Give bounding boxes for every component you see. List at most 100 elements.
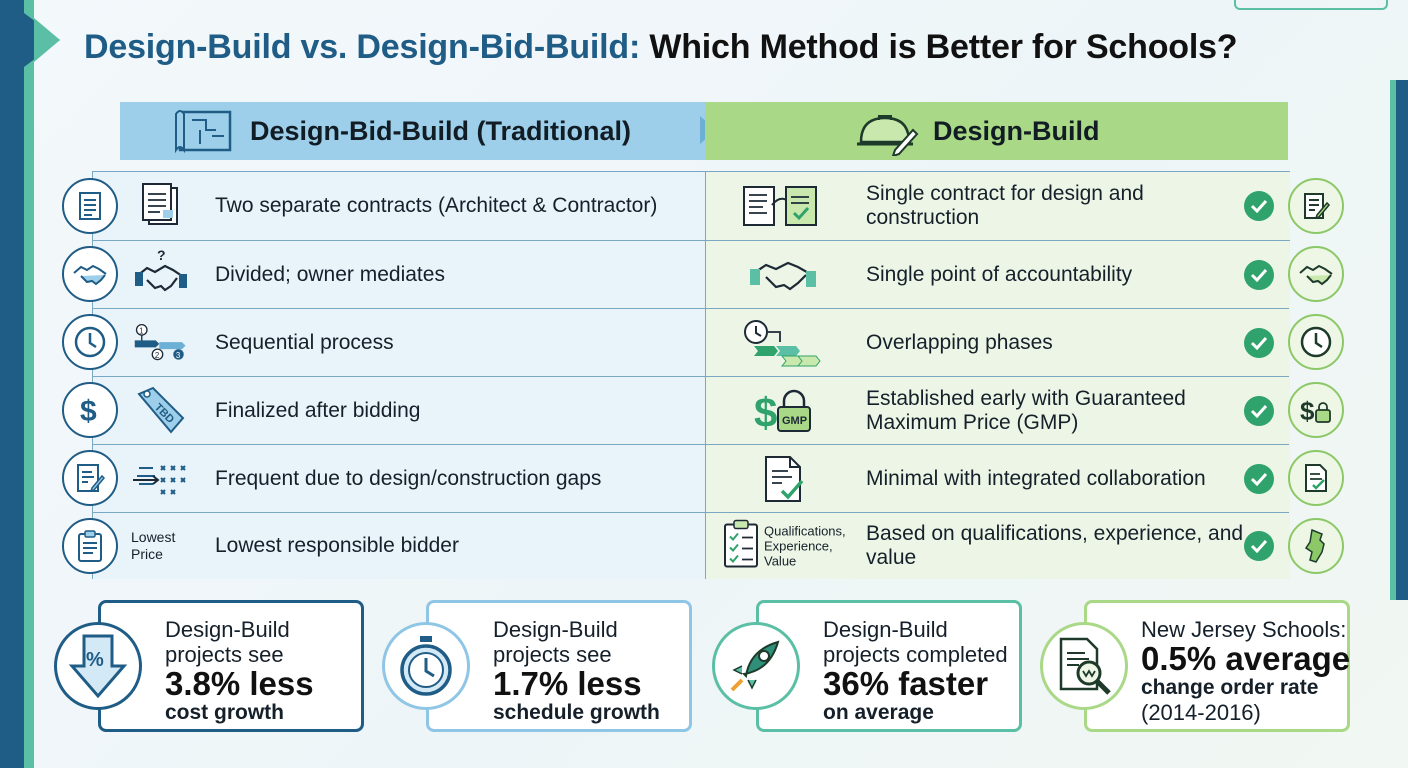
handshake-question-icon: ?	[133, 250, 189, 300]
stat-line-1: Design-Build	[493, 617, 618, 642]
check-icon	[1244, 464, 1274, 494]
check-icon	[1244, 260, 1274, 290]
right-text: Based on qualifications, experience, and…	[866, 522, 1244, 569]
table-row: 1 2 3 Sequential process Overlapping phase…	[93, 308, 1290, 377]
left-text: Finalized after bidding	[215, 399, 421, 422]
blueprint-icon	[172, 106, 236, 156]
table-row: Lowest Price Lowest responsible bidder Q…	[93, 512, 1290, 579]
right-cell: Minimal with integrated collaboration	[705, 445, 1290, 513]
clipboard-icon	[62, 518, 118, 574]
sequential-steps-icon: 1 2 3	[133, 318, 189, 368]
left-cell: TBD Finalized after bidding	[93, 377, 705, 445]
handshake-icon	[740, 249, 826, 301]
chevron-decoration-teal	[34, 18, 60, 62]
column-header-design-build: Design-Build	[705, 102, 1288, 160]
stat-line-3: change order rate	[1141, 676, 1319, 699]
qualifications-line-1: Qualifications,	[764, 523, 846, 539]
gmp-label: GMP	[782, 415, 807, 427]
stat-line-2: projects see	[165, 642, 284, 667]
stat-line-3: schedule growth	[493, 701, 660, 724]
stat-value: 3.8% less	[165, 665, 314, 702]
dollar-lock-icon: $	[1288, 382, 1344, 438]
check-icon	[1244, 396, 1274, 426]
stat-line-1: Design-Build	[823, 617, 948, 642]
svg-text:%: %	[86, 649, 104, 671]
qualifications-line-3: Value	[764, 553, 797, 569]
right-text: Single point of accountability	[866, 263, 1133, 286]
check-icon	[1244, 328, 1274, 358]
left-text: Lowest responsible bidder	[215, 534, 459, 557]
left-cell: Two separate contracts (Architect & Cont…	[93, 172, 705, 240]
magnifier-document-icon	[1040, 622, 1128, 710]
percent-down-arrow-icon: %	[54, 622, 142, 710]
stat-line-2: projects see	[493, 642, 612, 667]
right-cell: $ GMP Established early with Guaranteed M…	[705, 377, 1290, 445]
lowest-price-line-2: Price	[131, 546, 163, 562]
left-header-label: Design-Bid-Build (Traditional)	[250, 115, 631, 146]
check-icon	[1244, 531, 1274, 561]
right-text: Overlapping phases	[866, 331, 1053, 354]
contract-merge-icon	[740, 180, 826, 232]
left-text: Frequent due to design/construction gaps	[215, 467, 602, 490]
right-accent-bar	[1396, 80, 1408, 600]
table-row: Two separate contracts (Architect & Cont…	[93, 172, 1290, 240]
qualifications-line-2: Experience,	[764, 538, 833, 554]
right-text: Established early with Guaranteed Maximu…	[866, 387, 1186, 434]
stat-value: 36% faster	[823, 665, 989, 702]
step-1-label: 1	[139, 326, 143, 335]
document-icon	[133, 181, 189, 231]
dollar-gmp-lock-icon: $ GMP	[740, 385, 826, 437]
lowest-price-line-1: Lowest	[131, 529, 176, 545]
stat-line-1: Design-Build	[165, 617, 290, 642]
stat-card-new-jersey: New Jersey Schools: 0.5% average change …	[1084, 600, 1350, 732]
stat-card-schedule-growth: Design-Build projects see 1.7% less sche…	[426, 600, 692, 732]
stat-line-2: projects completed	[823, 642, 1008, 667]
clock-icon	[1288, 314, 1344, 370]
right-text: Single contract for design and construct…	[866, 182, 1144, 229]
checklist-icon	[722, 519, 760, 574]
check-icon	[1244, 191, 1274, 221]
title-part-1: Design-Build vs. Design-Bid-Build:	[84, 28, 641, 66]
document-check-icon	[740, 453, 826, 505]
left-cell: 1 2 3 Sequential process	[93, 309, 705, 377]
title-part-2: Which Method is Better for Schools?	[649, 28, 1238, 66]
left-accent-bar	[0, 0, 24, 768]
clock-icon	[62, 314, 118, 370]
top-decoration	[1234, 0, 1388, 10]
question-mark: ?	[157, 250, 166, 263]
stat-value: 0.5% average	[1141, 640, 1351, 677]
left-accent-bar-teal	[24, 0, 34, 768]
stat-line-3: cost growth	[165, 701, 284, 724]
stat-line-3: on average	[823, 701, 934, 724]
left-text: Sequential process	[215, 331, 394, 354]
right-cell: Single point of accountability	[705, 241, 1290, 309]
column-header-design-bid-build: Design-Bid-Build (Traditional)	[120, 102, 705, 160]
document-icon	[62, 178, 118, 234]
right-accent-bar-teal	[1390, 80, 1396, 600]
svg-text:$: $	[754, 389, 777, 436]
comparison-table: Two separate contracts (Architect & Cont…	[92, 171, 1290, 579]
handshake-icon	[1288, 246, 1344, 302]
rocket-icon	[712, 622, 800, 710]
dollar-icon: $	[62, 382, 118, 438]
left-cell: Lowest Price Lowest responsible bidder	[93, 513, 705, 579]
document-check-icon	[1288, 450, 1344, 506]
change-order-icon	[62, 450, 118, 506]
stat-card-faster-completion: Design-Build projects completed 36% fast…	[756, 600, 1022, 732]
svg-text:$: $	[1300, 396, 1315, 426]
new-jersey-icon	[1288, 518, 1344, 574]
left-cell: ? Divided; owner mediates	[93, 241, 705, 309]
page-title: Design-Build vs. Design-Bid-Build: Which…	[84, 28, 1238, 67]
document-pen-icon	[1288, 178, 1344, 234]
stopwatch-icon	[382, 622, 470, 710]
overlapping-phases-icon	[740, 317, 826, 369]
stat-line-4: (2014-2016)	[1141, 700, 1261, 725]
lowest-price-tag: Lowest Price	[131, 529, 175, 563]
left-cell: Frequent due to design/construction gaps	[93, 445, 705, 513]
svg-text:$: $	[80, 395, 97, 427]
right-text: Minimal with integrated collaboration	[866, 467, 1206, 490]
right-cell: Single contract for design and construct…	[705, 172, 1290, 240]
table-row: TBD Finalized after bidding $ GMP Establi…	[93, 376, 1290, 445]
hardhat-pencil-icon	[855, 106, 919, 156]
right-cell: Overlapping phases	[705, 309, 1290, 377]
